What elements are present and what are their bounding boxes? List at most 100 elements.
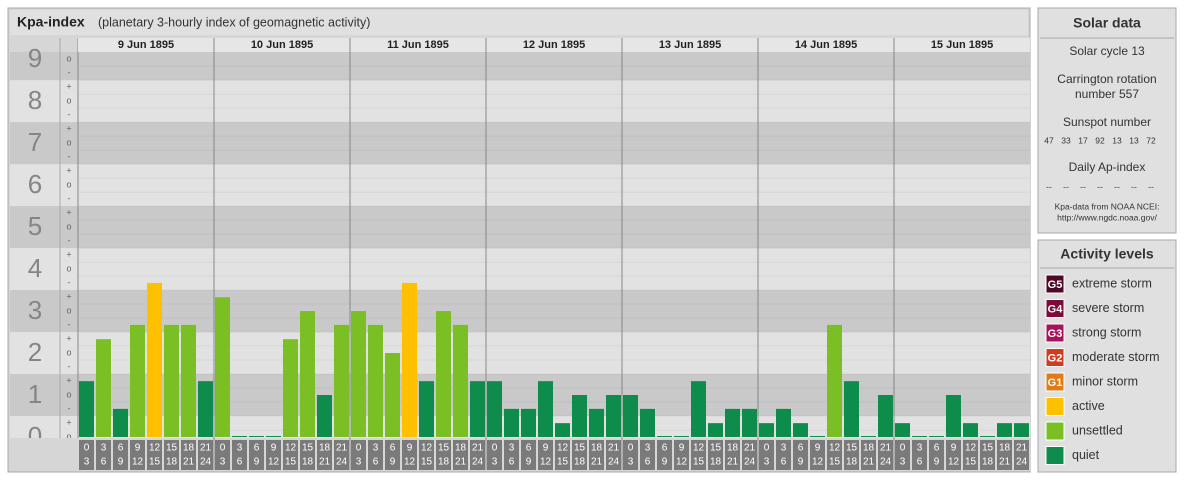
- minor-tick-label: +: [66, 207, 71, 217]
- sunspot-value: 13: [1112, 135, 1122, 145]
- hour-label: 3: [356, 457, 362, 468]
- hour-box: [878, 440, 893, 470]
- bar: [861, 436, 876, 437]
- hour-label: 24: [200, 457, 212, 468]
- sunspot-value: 33: [1061, 135, 1071, 145]
- hour-box: [504, 440, 519, 470]
- hour-label: 9: [271, 443, 277, 454]
- grid-band: [10, 52, 1030, 81]
- panel-title: Activity levels: [1060, 246, 1154, 262]
- hour-label: 24: [608, 457, 620, 468]
- grid-band: [10, 248, 1030, 291]
- hour-label: 18: [455, 443, 467, 454]
- hour-label: 15: [438, 443, 450, 454]
- hour-label: 6: [645, 457, 651, 468]
- bar: [453, 324, 468, 437]
- hour-box: [657, 440, 672, 470]
- bar: [606, 395, 621, 437]
- grid-band: [10, 416, 1030, 440]
- hour-label: 18: [863, 443, 875, 454]
- hour-label: 21: [183, 457, 195, 468]
- hour-box: [368, 440, 383, 470]
- hour-label: 24: [744, 457, 756, 468]
- hour-box: [181, 440, 196, 470]
- hour-box: [844, 440, 859, 470]
- grid-band: [10, 332, 1030, 375]
- minor-tick-label: -: [68, 235, 71, 245]
- hour-label: 9: [798, 457, 804, 468]
- hour-label: 6: [254, 443, 260, 454]
- hour-box: [232, 440, 247, 470]
- hour-label: 12: [421, 443, 433, 454]
- bar: [810, 436, 825, 437]
- hour-box: [572, 440, 587, 470]
- hour-box: [929, 440, 944, 470]
- hour-box: [912, 440, 927, 470]
- panel-title: Solar data: [1073, 15, 1141, 31]
- day-label: 14 Jun 1895: [795, 39, 857, 51]
- title-bar: [10, 10, 1028, 35]
- minor-tick-label: +: [66, 375, 71, 385]
- y-tick-label: 1: [28, 379, 42, 409]
- hour-box: [317, 440, 332, 470]
- hour-label: 21: [999, 457, 1011, 468]
- sunspot-value: 92: [1095, 135, 1105, 145]
- hour-label: 6: [509, 457, 515, 468]
- bar: [538, 381, 553, 437]
- source: Kpa-data from NOAA NCEI:: [1055, 201, 1160, 211]
- bar: [385, 353, 400, 437]
- minor-tick-label: -: [68, 193, 71, 203]
- bar: [963, 423, 978, 437]
- bar: [147, 282, 162, 437]
- bar: [402, 282, 417, 437]
- legend-label: moderate storm: [1072, 350, 1160, 364]
- hour-label: 15: [693, 457, 705, 468]
- grid-band: [10, 122, 1030, 165]
- hour-box: [283, 440, 298, 470]
- hour-box: [963, 440, 978, 470]
- hour-box: [419, 440, 434, 470]
- legend-swatch: [1045, 274, 1065, 294]
- bar: [504, 408, 519, 437]
- bar: [232, 436, 247, 437]
- day-label: 9 Jun 1895: [118, 39, 174, 51]
- ap-value: --: [1131, 181, 1137, 191]
- ap-value: --: [1046, 181, 1052, 191]
- hour-label: 15: [421, 457, 433, 468]
- hour-label: 12: [404, 457, 416, 468]
- hour-box: [623, 440, 638, 470]
- y-tick-label: 3: [28, 295, 42, 325]
- hour-label: 15: [829, 457, 841, 468]
- hour-label: 9: [407, 443, 413, 454]
- hour-box: [742, 440, 757, 470]
- hour-label: 15: [557, 457, 569, 468]
- sunspot-value: 47: [1044, 135, 1054, 145]
- day-label: 11 Jun 1895: [387, 39, 449, 51]
- legend-label: unsettled: [1072, 423, 1123, 437]
- minor-tick-label: o: [66, 179, 71, 189]
- bar: [708, 423, 723, 437]
- hour-label: 12: [557, 443, 569, 454]
- hour-label: 3: [917, 443, 923, 454]
- hour-label: 3: [237, 443, 243, 454]
- hour-box: [980, 440, 995, 470]
- ap-value: --: [1148, 181, 1154, 191]
- hour-box: [300, 440, 315, 470]
- bar: [674, 436, 689, 437]
- hour-label: 12: [285, 443, 297, 454]
- hour-label: 9: [526, 457, 532, 468]
- bar: [895, 423, 910, 437]
- legend-swatch: [1045, 348, 1065, 367]
- hour-label: 6: [798, 443, 804, 454]
- minor-tick-label: +: [66, 291, 71, 301]
- ap-value: --: [1114, 181, 1120, 191]
- minor-tick-label: -: [68, 151, 71, 161]
- hour-label: 12: [540, 457, 552, 468]
- hour-label: 15: [302, 443, 314, 454]
- hour-box: [538, 440, 553, 470]
- hour-label: 6: [526, 443, 532, 454]
- hour-label: 0: [628, 443, 634, 454]
- hour-label: 21: [744, 443, 756, 454]
- bar: [589, 408, 604, 437]
